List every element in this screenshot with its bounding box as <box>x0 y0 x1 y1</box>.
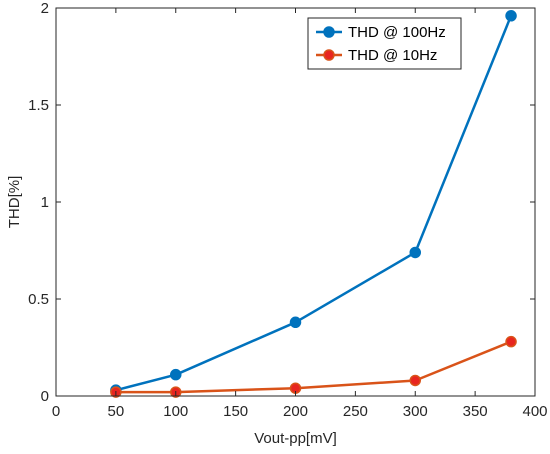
x-tick-label: 150 <box>223 403 248 420</box>
y-tick-label: 2 <box>41 0 49 17</box>
data-point-thd-100hz <box>170 368 182 381</box>
x-tick-label: 250 <box>343 403 368 420</box>
x-axis-label: Vout-pp[mV] <box>254 430 337 447</box>
y-tick-label: 1 <box>41 194 49 211</box>
y-tick-label: 0 <box>41 388 49 405</box>
legend: THD @ 100Hz THD @ 10Hz <box>307 17 462 70</box>
x-tick-label: 50 <box>108 403 125 420</box>
y-tick-label: 0.5 <box>28 291 49 308</box>
series-layer <box>110 10 517 398</box>
data-point-thd-100hz <box>409 246 421 259</box>
data-point-thd-10hz <box>409 374 421 387</box>
x-tick-label: 350 <box>463 403 488 420</box>
x-tick-label: 200 <box>283 403 308 420</box>
x-tick-label: 400 <box>522 403 547 420</box>
plot-background <box>56 8 535 396</box>
ticks-layer: 0 50 100 150 200 250 300 350 400 0 0.5 1 1.5 2 <box>28 0 547 420</box>
legend-box <box>307 17 462 70</box>
legend-label-thd-10hz: THD @ 10Hz <box>348 47 437 64</box>
data-point-thd-10hz <box>505 335 517 348</box>
x-tick-label: 100 <box>163 403 188 420</box>
legend-marker-thd-100hz <box>323 26 335 38</box>
data-point-thd-100hz <box>289 316 302 329</box>
legend-label-thd-100hz: THD @ 100Hz <box>348 24 446 41</box>
x-tick-label: 300 <box>403 403 428 420</box>
y-tick-label: 1.5 <box>28 97 49 114</box>
x-tick-label: 0 <box>52 403 60 420</box>
legend-marker-thd-10hz <box>323 49 335 61</box>
y-axis-label: THD[%] <box>6 176 23 229</box>
data-point-thd-100hz <box>505 10 517 22</box>
